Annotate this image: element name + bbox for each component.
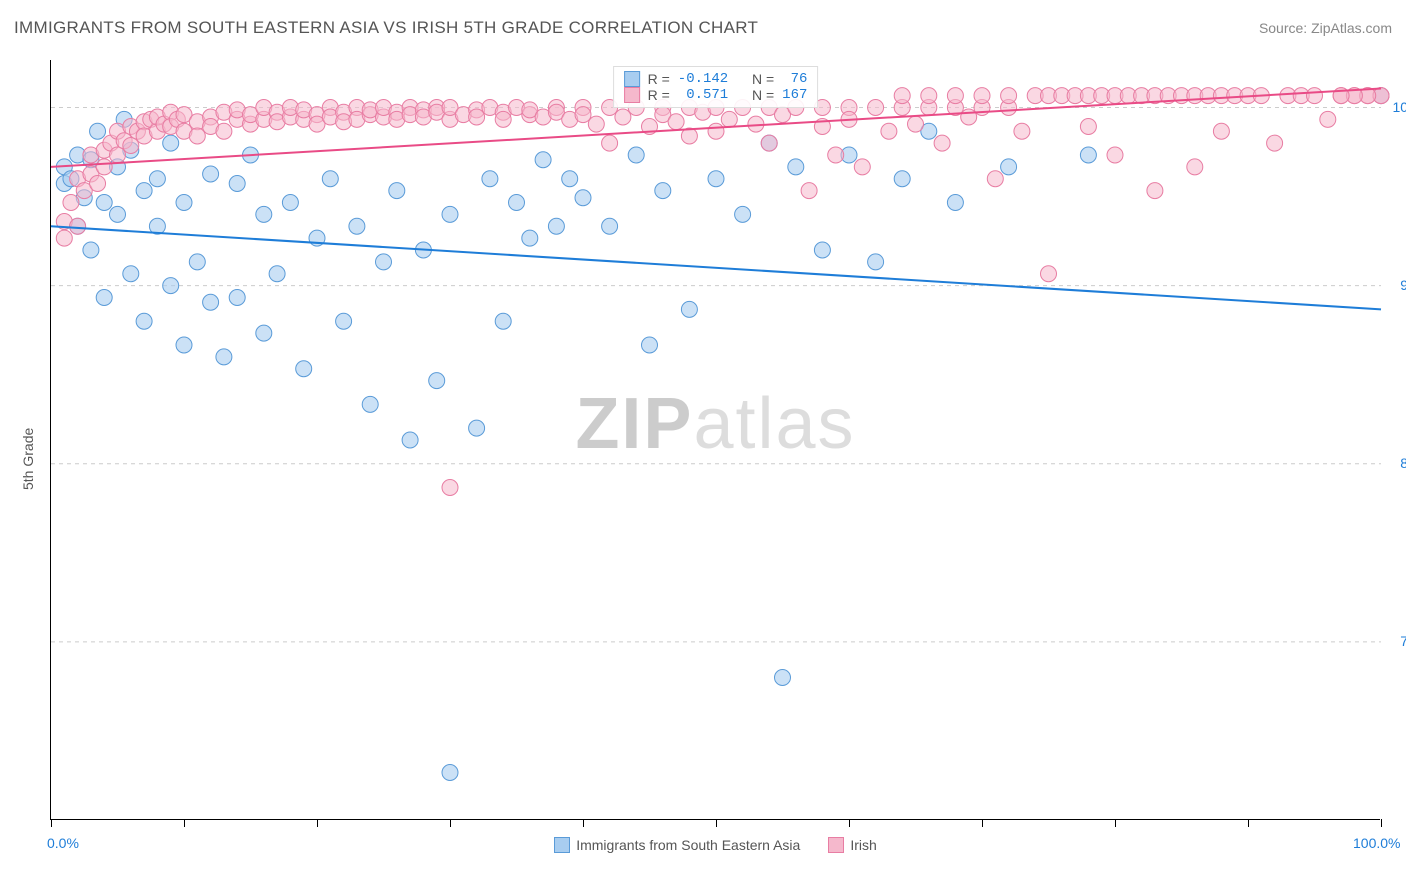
legend-label-a: Immigrants from South Eastern Asia <box>576 837 800 853</box>
y-axis-label: 5th Grade <box>20 428 36 490</box>
stats-n-label: N = <box>752 71 774 87</box>
y-tick-label: 100.0% <box>1393 99 1406 115</box>
legend-label-b: Irish <box>850 837 876 853</box>
stats-r-value-b: 0.571 <box>678 87 728 103</box>
source-name: ZipAtlas.com <box>1311 20 1392 36</box>
stats-swatch-a <box>624 71 640 87</box>
x-tick <box>1381 819 1382 827</box>
x-tick <box>51 819 52 827</box>
y-tick-label: 92.5% <box>1400 277 1406 293</box>
x-tick <box>1115 819 1116 827</box>
stats-n-value-a: 76 <box>782 71 807 87</box>
legend-item-series-a: Immigrants from South Eastern Asia <box>554 837 800 853</box>
stats-r-label: R = <box>648 87 670 103</box>
source-prefix: Source: <box>1259 20 1311 36</box>
legend-swatch-b <box>828 837 844 853</box>
x-tick <box>583 819 584 827</box>
legend-swatch-a <box>554 837 570 853</box>
x-tick <box>716 819 717 827</box>
y-tick-label: 77.5% <box>1400 633 1406 649</box>
x-tick <box>982 819 983 827</box>
stats-row-series-a: R = -0.142 N = 76 <box>624 71 808 87</box>
stats-swatch-b <box>624 87 640 103</box>
legend-item-series-b: Irish <box>828 837 876 853</box>
plot-area: ZIPatlas 77.5%85.0%92.5%100.0% 0.0% 100.… <box>50 60 1380 820</box>
stats-r-value-a: -0.142 <box>678 71 728 87</box>
y-tick-label: 85.0% <box>1400 455 1406 471</box>
stats-row-series-b: R = 0.571 N = 167 <box>624 87 808 103</box>
x-tick <box>1248 819 1249 827</box>
stats-n-value-b: 167 <box>782 87 807 103</box>
legend: Immigrants from South Eastern Asia Irish <box>51 837 1380 853</box>
chart-title: IMMIGRANTS FROM SOUTH EASTERN ASIA VS IR… <box>14 18 758 38</box>
x-tick <box>184 819 185 827</box>
x-tick <box>450 819 451 827</box>
x-tick <box>317 819 318 827</box>
source-attribution: Source: ZipAtlas.com <box>1259 20 1392 36</box>
stats-n-label: N = <box>752 87 774 103</box>
stats-r-label: R = <box>648 71 670 87</box>
scatter-svg <box>51 60 1380 819</box>
correlation-stats-box: R = -0.142 N = 76 R = 0.571 N = 167 <box>613 66 819 108</box>
x-tick <box>849 819 850 827</box>
